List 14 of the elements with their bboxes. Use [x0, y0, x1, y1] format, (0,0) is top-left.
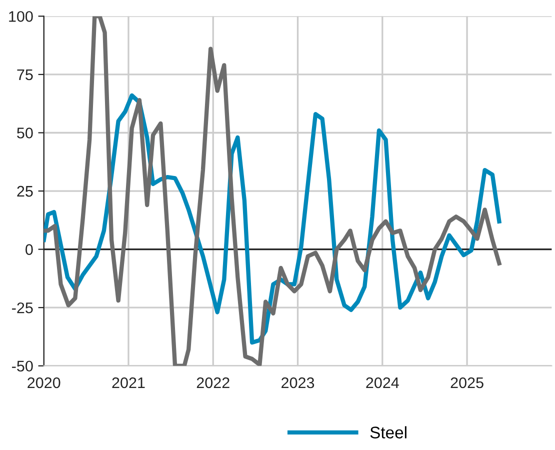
y-tick-label: -25: [12, 302, 33, 314]
x-tick-label: 2020: [28, 377, 60, 388]
x-tick-label: 2023: [282, 377, 314, 388]
y-tick-label: 0: [26, 244, 33, 255]
y-tick-label: 50: [17, 128, 33, 138]
legend-label: Steel: [370, 426, 406, 438]
y-tick-label: 100: [9, 11, 33, 22]
y-tick-label: -50: [12, 360, 33, 372]
y-tick-label: 25: [17, 186, 33, 197]
x-tick-label: 2022: [196, 377, 230, 388]
x-tick-label: 2021: [112, 377, 145, 388]
y-tick-label: 75: [17, 70, 33, 80]
x-tick-label: 2025: [450, 377, 484, 388]
x-tick-label: 2024: [366, 377, 399, 388]
